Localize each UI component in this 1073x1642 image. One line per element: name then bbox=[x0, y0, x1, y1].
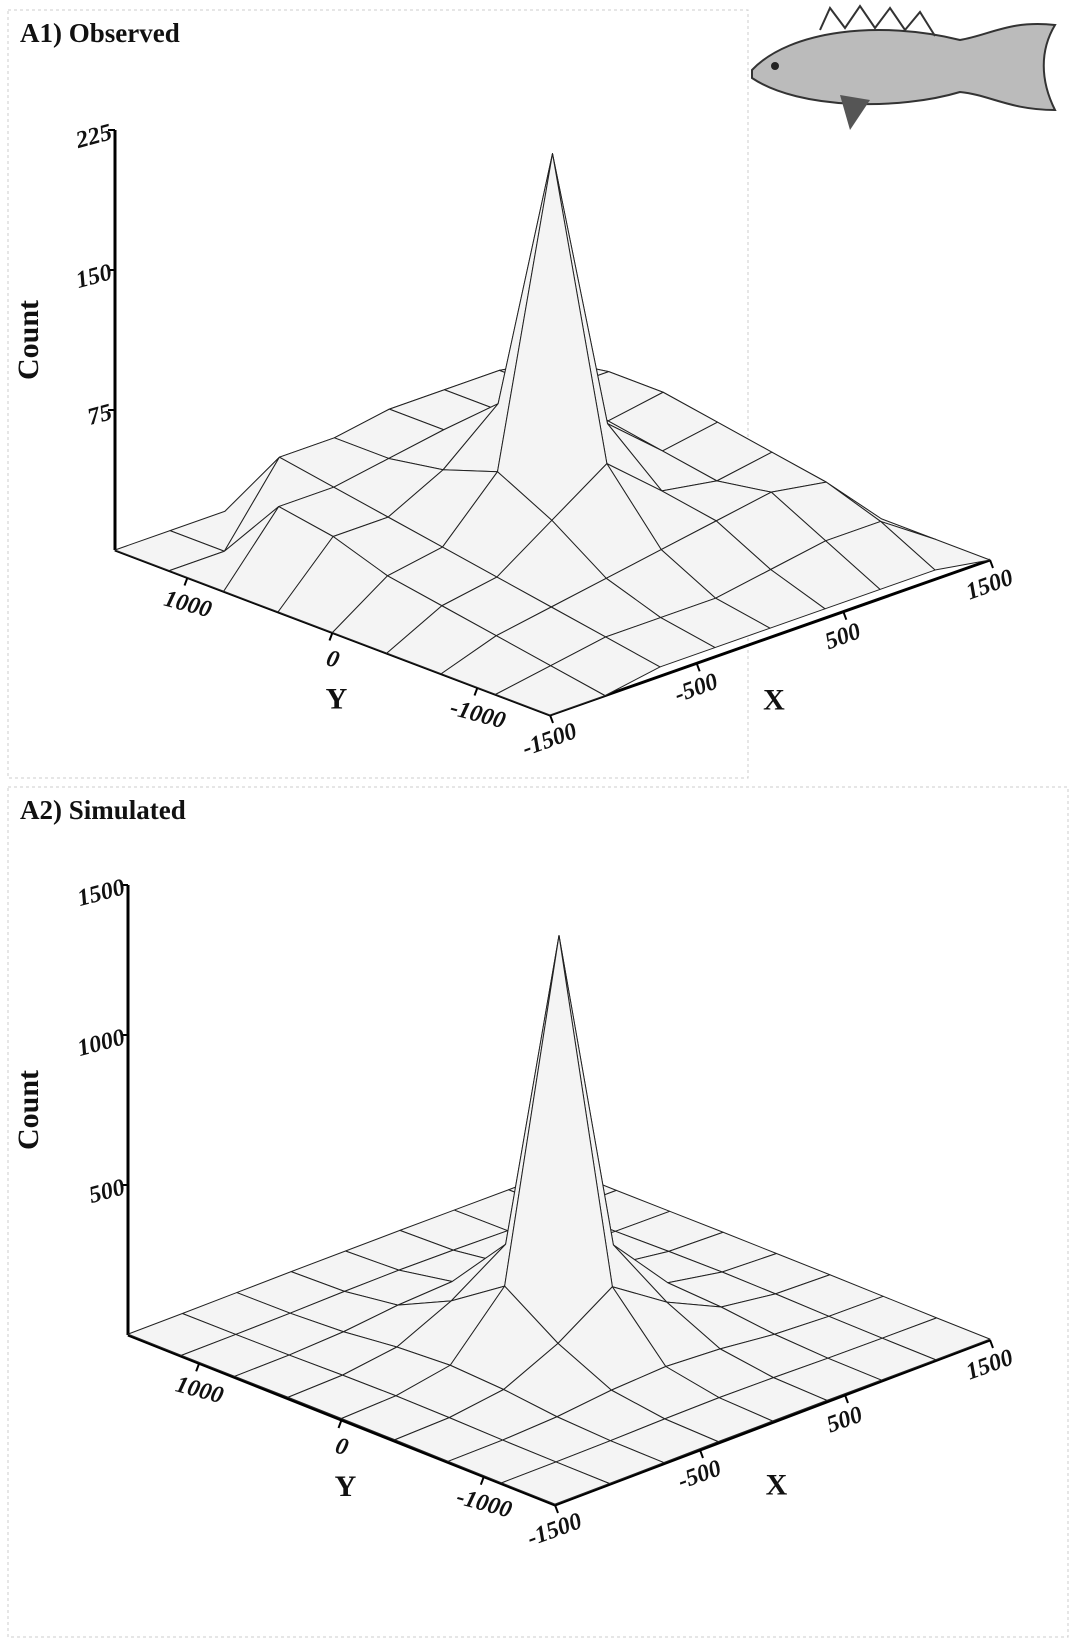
y-axis-label: Y bbox=[335, 1470, 357, 1503]
y-tick bbox=[183, 577, 189, 586]
x-tick-label: 500 bbox=[823, 1402, 866, 1439]
y-tick-label: 1000 bbox=[173, 1372, 226, 1410]
x-tick-label: -1500 bbox=[524, 1508, 586, 1552]
y-tick bbox=[328, 632, 334, 641]
z-tick-label: 1000 bbox=[75, 1024, 128, 1062]
axis-line bbox=[549, 558, 991, 717]
z-tick-label: 1500 bbox=[75, 874, 128, 912]
panel-title: A2) Simulated bbox=[20, 795, 186, 825]
z-tick-label: 500 bbox=[86, 1174, 128, 1208]
x-tick bbox=[549, 714, 554, 724]
x-tick bbox=[699, 1449, 704, 1459]
y-axis-label: Y bbox=[326, 683, 348, 716]
z-axis-label: Count bbox=[12, 1070, 45, 1150]
surface-cell bbox=[504, 935, 613, 1344]
y-tick bbox=[337, 1419, 343, 1429]
fish-illustration bbox=[751, 4, 1057, 130]
x-tick bbox=[554, 1504, 559, 1514]
z-tick-label: 75 bbox=[85, 399, 115, 430]
axis-line bbox=[554, 1338, 991, 1507]
x-tick bbox=[844, 1394, 849, 1404]
x-tick-label: 500 bbox=[822, 618, 865, 655]
x-tick bbox=[989, 559, 994, 569]
z-axis-label: Count bbox=[12, 300, 45, 380]
y-tick bbox=[473, 687, 479, 696]
y-tick-label: -1000 bbox=[454, 1484, 515, 1524]
x-tick bbox=[842, 611, 848, 621]
x-tick bbox=[695, 662, 701, 672]
x-tick-label: -500 bbox=[671, 669, 721, 708]
y-tick-label: 0 bbox=[324, 645, 342, 673]
x-tick-label: -1500 bbox=[519, 718, 581, 762]
x-axis-label: X bbox=[766, 1469, 788, 1502]
x-tick-label: 1500 bbox=[963, 565, 1017, 606]
x-tick bbox=[989, 1339, 994, 1349]
z-tick-label: 150 bbox=[73, 259, 115, 293]
y-tick-label: -1000 bbox=[447, 695, 508, 735]
panel-title: A1) Observed bbox=[20, 18, 180, 48]
panel-border bbox=[7, 9, 749, 779]
y-tick bbox=[479, 1476, 485, 1486]
surface-cell bbox=[495, 665, 606, 716]
y-tick bbox=[195, 1362, 201, 1372]
panel-border bbox=[7, 786, 1069, 1638]
z-tick-label: 225 bbox=[72, 119, 114, 154]
x-axis-label: X bbox=[763, 684, 785, 717]
y-tick-label: 0 bbox=[333, 1433, 351, 1461]
surface-cell bbox=[501, 1461, 610, 1505]
x-tick-label: -500 bbox=[675, 1455, 725, 1494]
y-tick-label: 1000 bbox=[161, 586, 214, 624]
x-tick-label: 1500 bbox=[963, 1345, 1017, 1386]
